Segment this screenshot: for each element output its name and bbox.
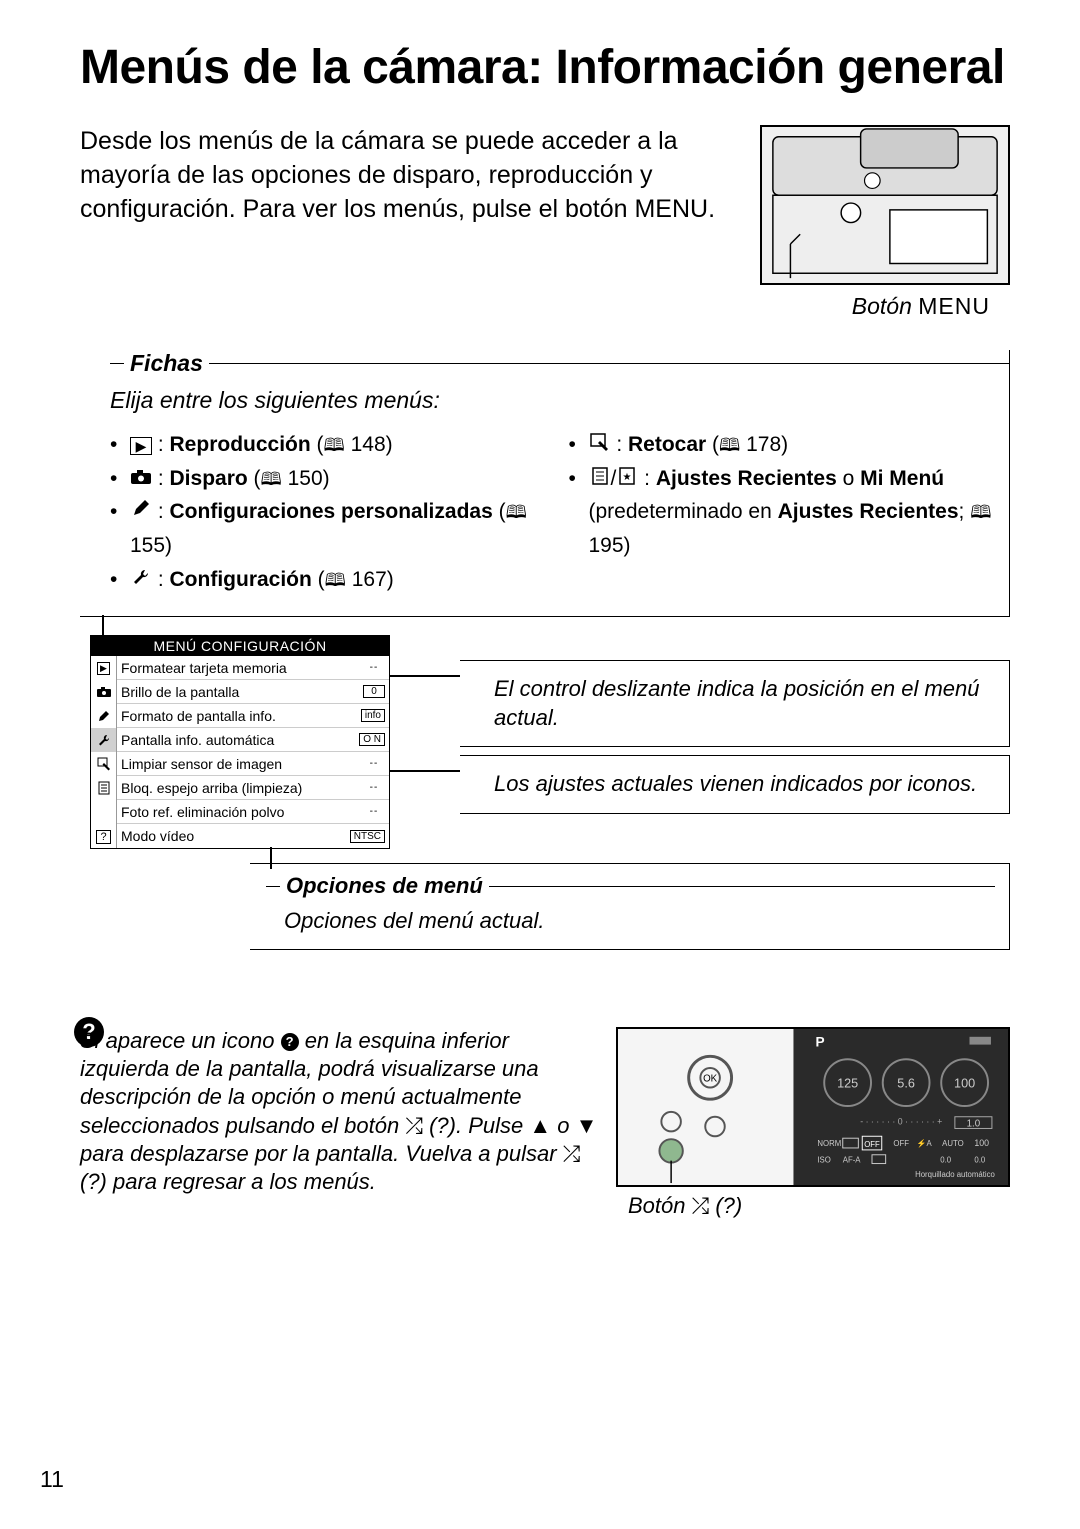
menu-row: Formatear tarjeta memoria-- — [117, 656, 389, 680]
fichas-left-col: ▶ : Reproducción (🕮 148) : Disparo (🕮 15… — [110, 428, 539, 596]
book-icon: 🕮 — [261, 469, 282, 489]
fichas-item-disparo: : Disparo (🕮 150) — [110, 462, 539, 496]
camera-icon — [130, 462, 152, 496]
page-number: 11 — [40, 1466, 64, 1493]
svg-text:NORM: NORM — [817, 1139, 841, 1148]
svg-text:⚡A: ⚡A — [916, 1138, 932, 1148]
help-image-column: OK P 125 5.6 100 - — [616, 1027, 1010, 1219]
fichas-right-col: : Retocar (🕮 178) / ★ : Ajustes Reciente… — [569, 428, 998, 596]
q-inline-icon: ? — [281, 1033, 299, 1051]
menu-tab-help: ? — [91, 800, 117, 848]
svg-text:0.0: 0.0 — [940, 1156, 952, 1165]
zoom-out-icon: ⤮ — [563, 1141, 581, 1166]
menu-row: Pantalla info. automáticaO N — [117, 728, 389, 752]
help-text: Si aparece un icono ? en la esquina infe… — [80, 1027, 600, 1196]
wrench-icon — [130, 563, 152, 597]
svg-text:★: ★ — [623, 472, 632, 483]
book-icon: 🕮 — [324, 435, 345, 455]
menu-row: Formato de pantalla info.info — [117, 704, 389, 728]
svg-text:1.0: 1.0 — [966, 1119, 980, 1130]
svg-text:P: P — [815, 1035, 824, 1050]
svg-text:OK: OK — [703, 1074, 718, 1085]
svg-text:ISO: ISO — [817, 1156, 830, 1165]
fichas-box: Fichas Elija entre los siguientes menús:… — [80, 350, 1010, 617]
svg-text:AF-A: AF-A — [842, 1156, 861, 1165]
svg-text:- · · · · · · 0 · · · · · · +: - · · · · · · 0 · · · · · · + — [860, 1117, 942, 1127]
callout-options-title: Opciones de menú — [280, 872, 489, 901]
callout-icons: Los ajustes actuales vienen indicados po… — [460, 755, 1010, 814]
menu-screenshot: MENÚ CONFIGURACIÓN ▶ ? Formatear tarjeta… — [90, 635, 390, 849]
fichas-title: Fichas — [124, 350, 209, 377]
svg-text:OFF: OFF — [893, 1139, 909, 1148]
svg-text:5.6: 5.6 — [897, 1077, 915, 1091]
retouch-icon — [589, 428, 611, 462]
help-camera-back-illustration: OK P 125 5.6 100 - — [616, 1027, 1010, 1187]
help-button-caption: Botón ⤮ (?) — [616, 1193, 1010, 1219]
menu-cluster: MENÚ CONFIGURACIÓN ▶ ? Formatear tarjeta… — [80, 635, 1010, 1005]
menu-tab-play: ▶ — [91, 656, 117, 680]
menu-tabs-column: ▶ ? — [91, 656, 117, 848]
lcd-info-display: P 125 5.6 100 - · · · · · · 0 · · · · · … — [794, 1029, 1009, 1185]
menu-screenshot-title: MENÚ CONFIGURACIÓN — [91, 636, 389, 656]
recent-icon — [589, 462, 611, 496]
book-icon: 🕮 — [506, 502, 527, 522]
menu-row: Foto ref. eliminación polvo-- — [117, 800, 389, 824]
fichas-item-configuracion: : Configuración (🕮 167) — [110, 563, 539, 597]
menu-tab-retouch — [91, 752, 117, 776]
book-icon: 🕮 — [970, 502, 991, 522]
menu-row: Bloq. espejo arriba (limpieza)-- — [117, 776, 389, 800]
zoom-out-icon: ⤮ — [692, 1193, 710, 1218]
intro-paragraph: Desde los menús de la cámara se puede ac… — [80, 125, 730, 226]
page-title: Menús de la cámara: Información general — [80, 40, 1010, 95]
mymenu-icon: ★ — [616, 462, 638, 496]
svg-text:100: 100 — [954, 1077, 975, 1091]
camera-caption: Botón MENU — [760, 293, 1010, 320]
fichas-item-reproduccion: ▶ : Reproducción (🕮 148) — [110, 428, 539, 462]
camera-illustration-block: Botón MENU — [760, 125, 1010, 320]
svg-text:0.0: 0.0 — [974, 1156, 986, 1165]
pencil-icon — [130, 495, 152, 529]
menu-row: Brillo de la pantalla0 — [117, 680, 389, 704]
menu-tab-setup — [91, 728, 117, 752]
svg-text:100: 100 — [974, 1138, 989, 1148]
zoom-out-icon: ⤮ — [405, 1113, 423, 1138]
play-icon: ▶ — [130, 437, 152, 455]
menu-row: Limpiar sensor de imagen-- — [117, 752, 389, 776]
fichas-item-retocar: : Retocar (🕮 178) — [569, 428, 998, 462]
book-icon: 🕮 — [719, 435, 740, 455]
svg-text:Horquillado automático: Horquillado automático — [915, 1170, 995, 1179]
svg-text:OFF: OFF — [864, 1140, 880, 1149]
menu-tab-shoot — [91, 680, 117, 704]
fichas-item-config-pers: : Configuraciones personalizadas (🕮 155) — [110, 495, 539, 562]
svg-text:AUTO: AUTO — [942, 1139, 964, 1148]
camera-top-illustration — [760, 125, 1010, 285]
fichas-item-ajustes-recientes: / ★ : Ajustes Recientes o Mi Menú (prede… — [569, 462, 998, 563]
callout-slider: El control deslizante indica la posición… — [460, 660, 1010, 747]
menu-tab-custom — [91, 704, 117, 728]
callout-options: Opciones de menú Opciones del menú actua… — [250, 863, 1010, 950]
svg-text:125: 125 — [837, 1077, 858, 1091]
fichas-lead: Elija entre los siguientes menús: — [110, 387, 997, 414]
book-icon: 🕮 — [325, 570, 346, 590]
menu-row: Modo vídeoNTSC — [117, 824, 389, 848]
menu-tab-recent — [91, 776, 117, 800]
